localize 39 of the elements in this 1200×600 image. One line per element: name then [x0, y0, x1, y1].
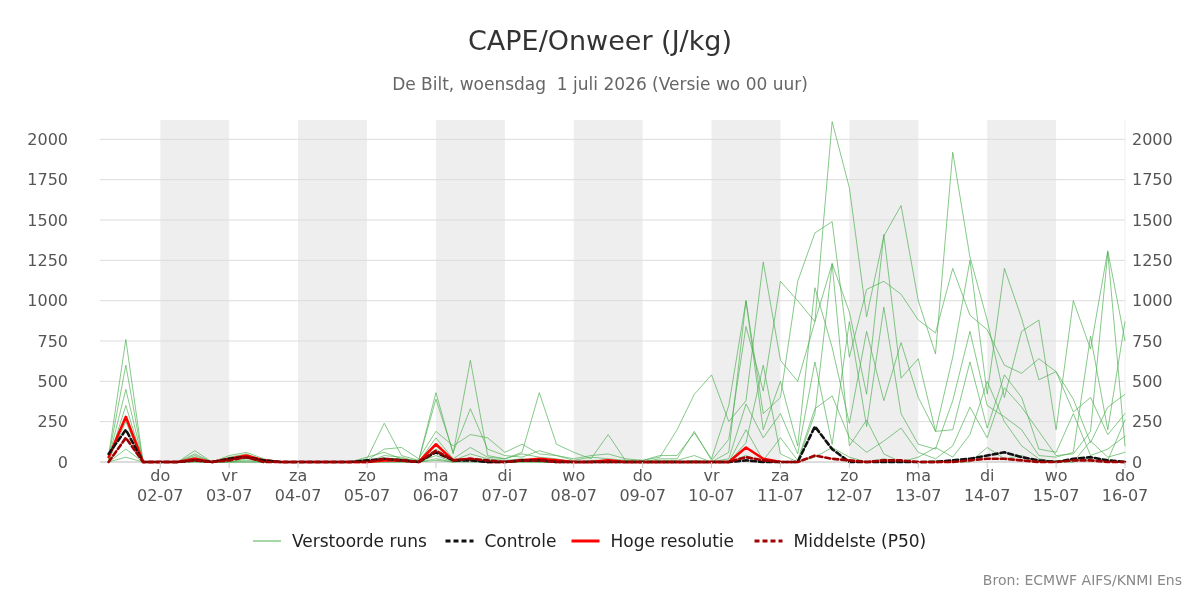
- y-tick-label: 1000: [27, 291, 68, 311]
- x-tick-label: zo 12-07: [826, 466, 873, 505]
- y-tick-label: 2000: [27, 129, 68, 149]
- x-tick-label: vr 10-07: [688, 466, 735, 505]
- legend-label: Hoge resolutie: [610, 530, 735, 551]
- y2-tick-label: 750: [1132, 331, 1163, 351]
- y-tick-label: 0: [57, 452, 68, 472]
- chart-subtitle: De Bilt, woensdag 1 juli 2026 (Versie wo 00 uur): [392, 74, 808, 94]
- y2-tick-label: 0: [1132, 452, 1143, 472]
- y-tick-label: 1250: [27, 250, 68, 270]
- y2-tick-label: 250: [1132, 412, 1163, 432]
- x-tick-label: za 11-07: [757, 466, 804, 505]
- x-tick-label: do 02-07: [137, 466, 184, 505]
- legend-label: Middelste (P50): [793, 530, 927, 551]
- y2-tick-label: 1500: [1132, 210, 1173, 230]
- x-tick-label: di 07-07: [481, 466, 529, 505]
- x-tick-label: zo 05-07: [343, 466, 391, 505]
- x-tick-label: ma 13-07: [895, 466, 942, 505]
- y-tick-label: 500: [37, 371, 68, 391]
- x-tick-label: wo 08-07: [550, 466, 597, 505]
- y-tick-label: 250: [37, 412, 68, 432]
- x-tick-label: di 14-07: [963, 466, 1011, 505]
- y2-tick-label: 2000: [1132, 129, 1173, 149]
- y2-tick-label: 1250: [1132, 250, 1173, 270]
- x-tick-label: do 09-07: [619, 466, 666, 505]
- y-tick-label: 1750: [27, 170, 68, 190]
- y-tick-label: 1500: [27, 210, 68, 230]
- legend-label: Verstoorde runs: [292, 530, 427, 551]
- y2-tick-label: 500: [1132, 371, 1163, 391]
- x-tick-label: za 04-07: [274, 466, 322, 505]
- chart-title: CAPE/Onweer (J/kg): [467, 25, 733, 56]
- text: Bron: ECMWF AIFS/KNMI Ens: [982, 572, 1182, 588]
- y-tick-label: 750: [37, 331, 68, 351]
- y2-tick-label: 1000: [1132, 291, 1173, 311]
- legend-label: Controle: [484, 530, 557, 551]
- x-tick-label: wo 15-07: [1032, 466, 1080, 505]
- x-tick-label: ma 06-07: [412, 466, 460, 505]
- x-tick-label: vr 03-07: [205, 466, 253, 505]
- y2-tick-label: 1750: [1132, 170, 1173, 190]
